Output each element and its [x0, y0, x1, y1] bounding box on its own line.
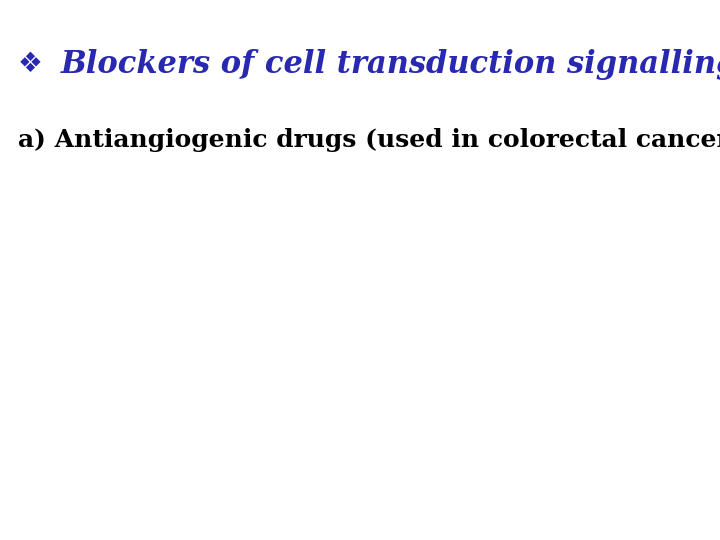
- Text: Blockers of cell transduction signalling: Blockers of cell transduction signalling: [61, 49, 720, 80]
- Text: ❖: ❖: [18, 50, 43, 78]
- Text: a) Antiangiogenic drugs (used in colorectal cancer): a) Antiangiogenic drugs (used in colorec…: [18, 129, 720, 152]
